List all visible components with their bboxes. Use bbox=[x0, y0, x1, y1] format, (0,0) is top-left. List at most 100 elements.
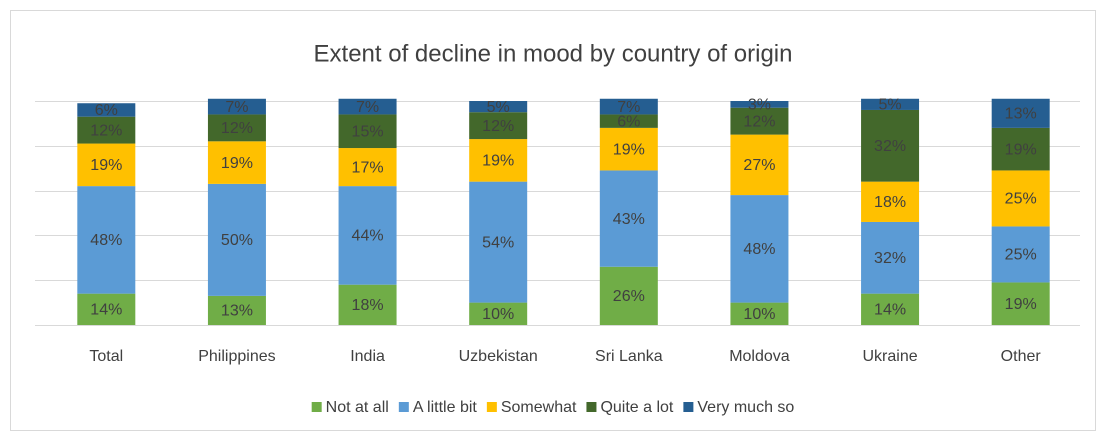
bar-segment bbox=[861, 98, 920, 110]
data-label: 15% bbox=[352, 123, 384, 140]
data-label: 10% bbox=[743, 306, 775, 323]
data-label: 48% bbox=[743, 241, 775, 258]
bar-segment bbox=[469, 112, 528, 140]
x-tick-label: Other bbox=[1001, 348, 1042, 365]
data-label: 54% bbox=[482, 234, 514, 251]
chart-title: Extent of decline in mood by country of … bbox=[314, 40, 793, 67]
data-label: 12% bbox=[482, 118, 514, 135]
bar-segment bbox=[861, 221, 920, 294]
data-label: 48% bbox=[90, 232, 122, 249]
data-label: 19% bbox=[482, 153, 514, 170]
data-label: 19% bbox=[221, 155, 253, 172]
data-label: 26% bbox=[613, 288, 645, 305]
data-label: 25% bbox=[1005, 247, 1037, 264]
bar-segment bbox=[861, 181, 920, 222]
bar-segment bbox=[469, 181, 528, 303]
chart-border bbox=[10, 10, 1096, 431]
data-label: 19% bbox=[1005, 141, 1037, 158]
bar-segment bbox=[730, 134, 789, 196]
bar-segment bbox=[599, 98, 658, 115]
data-label: 18% bbox=[874, 194, 906, 211]
bar-segment bbox=[338, 186, 397, 285]
data-label: 10% bbox=[482, 306, 514, 323]
legend-label: Not at all bbox=[326, 399, 389, 416]
data-label: 12% bbox=[743, 113, 775, 130]
data-label: 50% bbox=[221, 232, 253, 249]
bar-segment bbox=[861, 109, 920, 182]
data-label: 32% bbox=[874, 138, 906, 155]
bar-segment bbox=[599, 170, 658, 267]
data-label: 27% bbox=[743, 157, 775, 174]
bar-segment bbox=[730, 302, 789, 325]
bar-segment bbox=[77, 116, 136, 144]
bar-segment bbox=[338, 284, 397, 325]
data-label: 5% bbox=[879, 97, 902, 114]
bar-segment bbox=[207, 183, 266, 296]
bar-segment bbox=[991, 282, 1050, 325]
data-label: 7% bbox=[617, 99, 640, 116]
data-label: 17% bbox=[352, 159, 384, 176]
legend-swatch bbox=[398, 402, 409, 412]
bar-segment bbox=[338, 98, 397, 115]
data-label: 13% bbox=[221, 303, 253, 320]
data-label: 19% bbox=[1005, 296, 1037, 313]
bar-segment bbox=[77, 293, 136, 325]
data-label: 12% bbox=[221, 120, 253, 137]
bar-segment bbox=[730, 195, 789, 303]
data-label: 44% bbox=[352, 228, 384, 245]
bar-segment bbox=[469, 139, 528, 182]
bar-segment bbox=[207, 98, 266, 115]
bar-segment bbox=[207, 114, 266, 142]
data-label: 7% bbox=[356, 99, 379, 116]
bar-segment bbox=[599, 114, 658, 128]
bar-segment bbox=[991, 170, 1050, 227]
legend-label: Somewhat bbox=[501, 399, 577, 416]
legend-label: Very much so bbox=[697, 399, 794, 416]
x-tick-label: India bbox=[350, 348, 385, 365]
data-label: 14% bbox=[874, 302, 906, 319]
legend-swatch bbox=[486, 402, 497, 412]
data-label: 13% bbox=[1005, 106, 1037, 123]
bar-segment bbox=[207, 141, 266, 184]
bar-segment bbox=[991, 98, 1050, 128]
bar-segment bbox=[991, 226, 1050, 283]
bar-segment bbox=[338, 148, 397, 187]
bar-segment bbox=[991, 127, 1050, 171]
bar-segment bbox=[469, 101, 528, 113]
bar-segment bbox=[77, 103, 136, 117]
legend-label: Quite a lot bbox=[600, 399, 673, 416]
legend-label: A little bit bbox=[413, 399, 478, 416]
bar-segment bbox=[77, 186, 136, 294]
bar-segment bbox=[207, 295, 266, 325]
data-label: 18% bbox=[352, 297, 384, 314]
bar-segment bbox=[338, 114, 397, 149]
data-label: 14% bbox=[90, 302, 122, 319]
data-label: 3% bbox=[748, 97, 771, 114]
bar-segment bbox=[469, 302, 528, 325]
data-label: 25% bbox=[1005, 191, 1037, 208]
x-tick-label: Total bbox=[89, 348, 123, 365]
x-tick-label: Ukraine bbox=[862, 348, 917, 365]
legend-swatch bbox=[586, 402, 597, 412]
data-label: 43% bbox=[613, 211, 645, 228]
x-tick-label: Moldova bbox=[729, 348, 790, 365]
bar-segment bbox=[730, 107, 789, 135]
data-label: 19% bbox=[613, 141, 645, 158]
data-label: 7% bbox=[225, 99, 248, 116]
legend-swatch bbox=[683, 402, 694, 412]
data-label: 5% bbox=[487, 99, 510, 116]
bar-segment bbox=[599, 127, 658, 171]
data-label: 32% bbox=[874, 250, 906, 267]
bar-segment bbox=[730, 101, 789, 108]
x-tick-label: Philippines bbox=[198, 348, 275, 365]
bar-segment bbox=[599, 266, 658, 325]
x-tick-label: Uzbekistan bbox=[459, 348, 538, 365]
data-label: 6% bbox=[617, 113, 640, 130]
data-label: 6% bbox=[95, 102, 118, 119]
data-label: 12% bbox=[90, 122, 122, 139]
bar-segment bbox=[77, 143, 136, 187]
data-label: 19% bbox=[90, 157, 122, 174]
legend-swatch bbox=[311, 402, 322, 412]
x-tick-label: Sri Lanka bbox=[595, 348, 663, 365]
